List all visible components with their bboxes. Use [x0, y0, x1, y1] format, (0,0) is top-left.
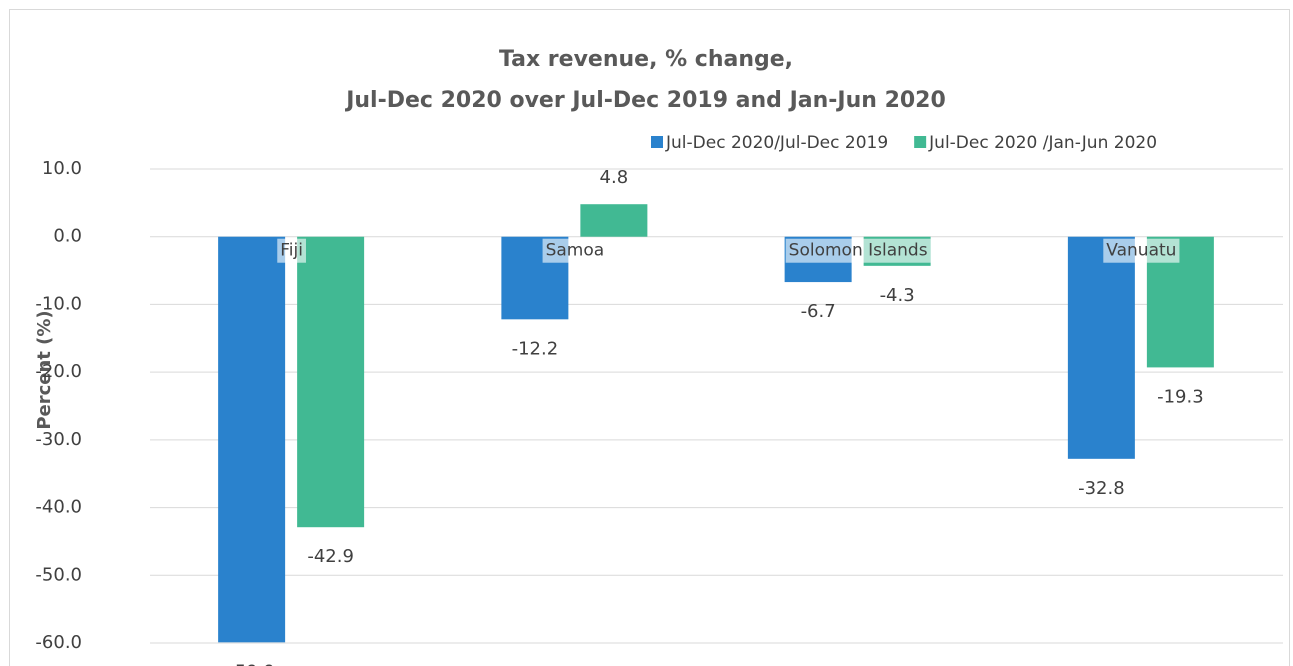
data-label: -6.7: [801, 301, 836, 322]
y-tick-label: -40.0: [35, 497, 82, 518]
y-tick-label: -20.0: [35, 361, 82, 382]
data-label: -4.3: [880, 285, 915, 306]
category-label-bg: [542, 238, 608, 263]
legend-swatch: [914, 136, 927, 148]
data-label: -12.2: [512, 338, 559, 359]
chart-title: Jul-Dec 2020 over Jul-Dec 2019 and Jan-J…: [344, 88, 946, 113]
x-tick-label: Solomon Islands: [789, 241, 928, 261]
x-tick-label: Vanuatu: [1106, 241, 1176, 261]
y-tick-label: -30.0: [35, 429, 82, 450]
bar: [580, 204, 648, 237]
legend-label: Jul-Dec 2020/Jul-Dec 2019: [665, 133, 888, 153]
category-label-bg: [277, 238, 306, 263]
data-label: -59.9: [228, 661, 275, 666]
y-tick-label: -50.0: [35, 564, 82, 585]
y-tick-label: 0.0: [53, 226, 82, 247]
y-tick-label: 10.0: [42, 158, 82, 179]
bar: [297, 236, 365, 528]
data-label: -32.8: [1078, 478, 1125, 499]
bar: [218, 236, 286, 643]
data-label: -19.3: [1157, 386, 1204, 407]
bar: [1067, 236, 1135, 459]
y-tick-label: -10.0: [35, 293, 82, 314]
category-label-bg: [785, 238, 931, 263]
y-axis-title: Percent (%): [34, 310, 55, 429]
legend-swatch: [651, 136, 663, 148]
category-label-bg: [1103, 238, 1180, 263]
data-label: -42.9: [307, 546, 354, 567]
data-label: 4.8: [600, 167, 629, 188]
x-tick-label: Fiji: [280, 241, 303, 261]
x-tick-label: Samoa: [546, 241, 605, 261]
chart-border: [9, 9, 1290, 666]
chart-title: Tax revenue, % change,: [499, 47, 793, 72]
legend-label: Jul-Dec 2020 /Jan-Jun 2020: [928, 133, 1157, 153]
y-tick-label: -60.0: [35, 632, 82, 653]
